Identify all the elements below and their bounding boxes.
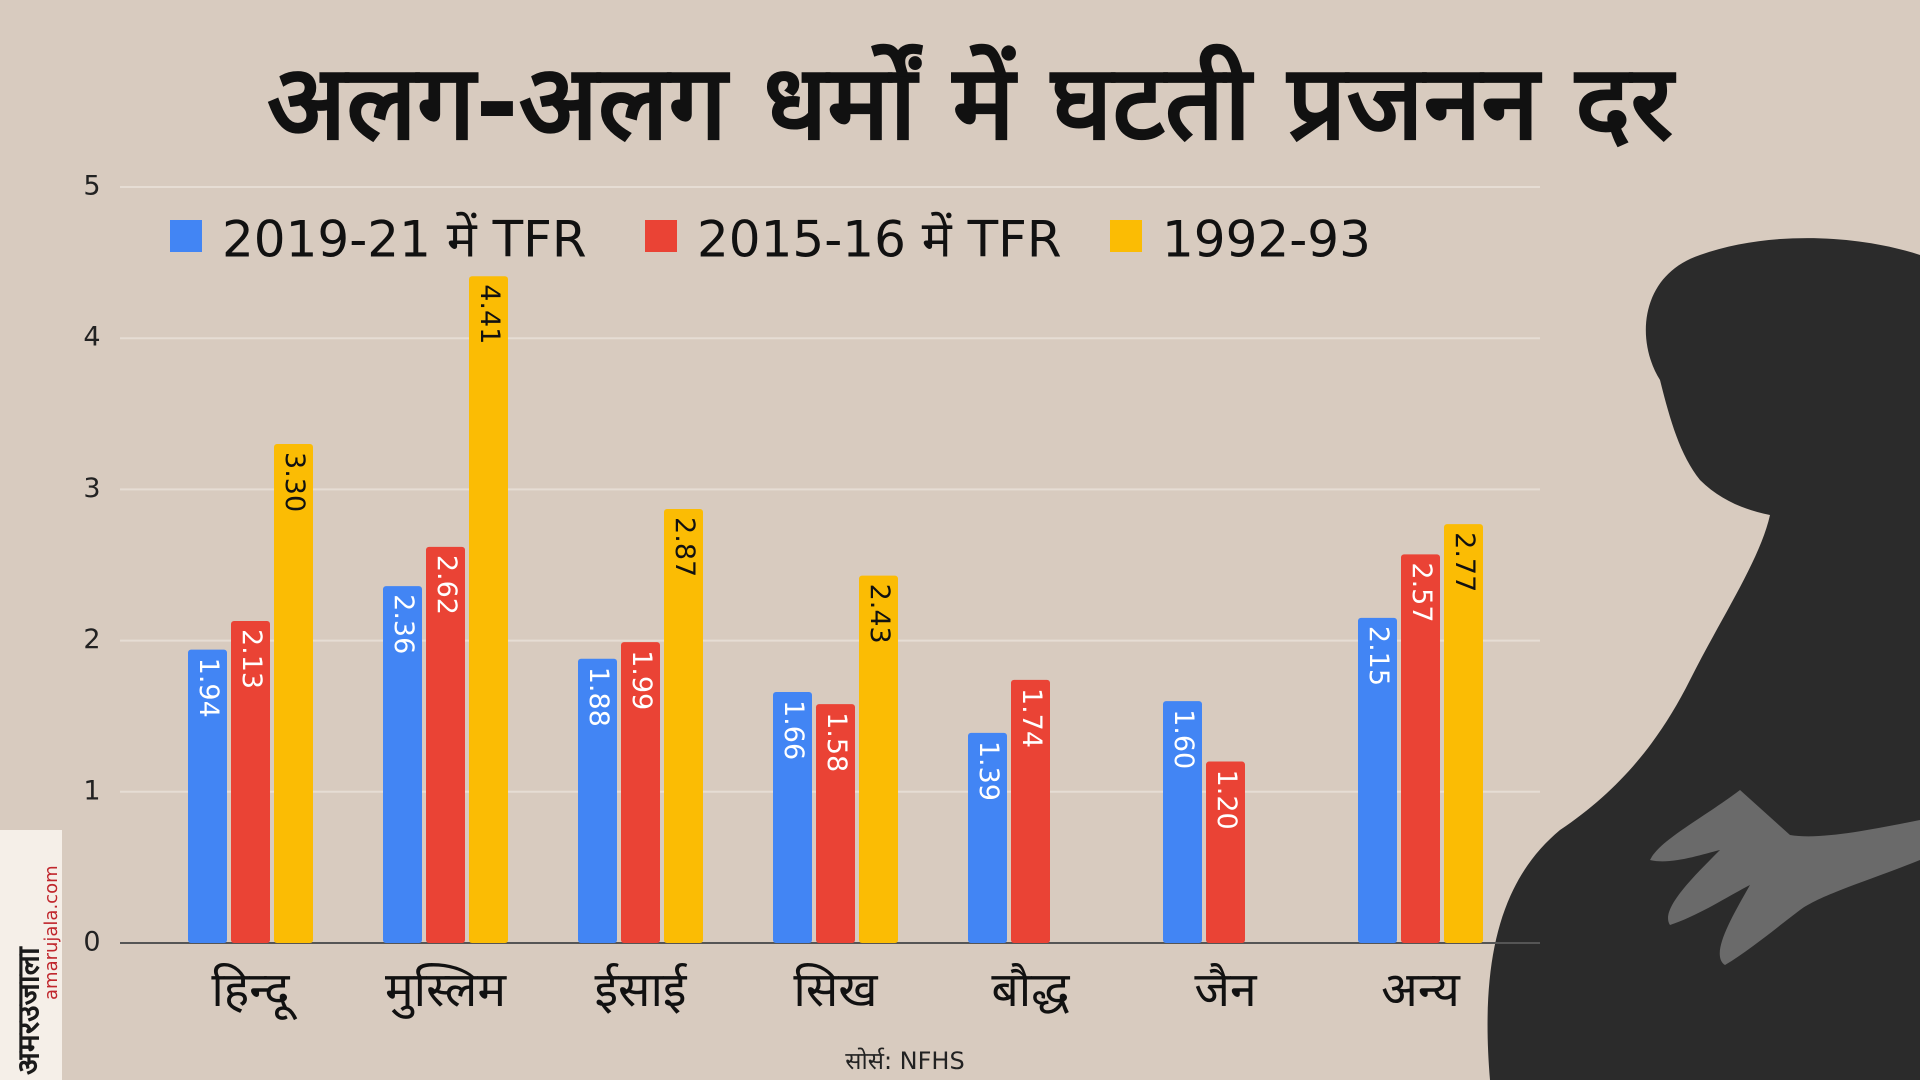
bar bbox=[188, 649, 227, 943]
logo-text: अमरउजाला bbox=[12, 946, 47, 1075]
value-label: 1.94 bbox=[193, 658, 224, 718]
x-tick-label: अन्य bbox=[1381, 962, 1461, 1018]
value-label: 1.66 bbox=[778, 700, 809, 760]
bar bbox=[1206, 761, 1245, 943]
bar bbox=[1011, 679, 1050, 943]
legend-label: 2019-21 में TFR bbox=[222, 211, 587, 269]
logo-url: amarujala.com bbox=[41, 865, 62, 1000]
bar bbox=[664, 509, 703, 943]
y-tick-label: 3 bbox=[83, 473, 100, 504]
bar bbox=[816, 704, 855, 943]
bar bbox=[578, 658, 617, 943]
bar bbox=[1444, 524, 1483, 943]
x-tick-label: ईसाई bbox=[594, 962, 687, 1018]
x-tick-label: मुस्लिम bbox=[385, 962, 507, 1019]
source: सोर्स: NFHS bbox=[845, 1047, 964, 1075]
value-label: 2.57 bbox=[1406, 562, 1437, 622]
value-label: 2.36 bbox=[388, 594, 419, 654]
y-tick-label: 5 bbox=[83, 171, 100, 202]
x-tick-label: सिख bbox=[793, 962, 878, 1018]
legend-label: 2015-16 में TFR bbox=[697, 211, 1062, 269]
legend-swatch bbox=[1110, 220, 1142, 252]
value-label: 1.39 bbox=[973, 741, 1004, 801]
bar bbox=[773, 692, 812, 943]
bar bbox=[1163, 701, 1202, 943]
value-label: 2.77 bbox=[1449, 532, 1480, 592]
bar bbox=[859, 575, 898, 943]
x-tick-label: बौद्ध bbox=[991, 962, 1070, 1018]
value-label: 2.87 bbox=[669, 517, 700, 577]
value-label: 2.43 bbox=[864, 584, 895, 644]
bar bbox=[426, 546, 465, 943]
value-label: 1.74 bbox=[1016, 688, 1047, 748]
value-label: 1.60 bbox=[1168, 709, 1199, 769]
chart-title: अलग-अलग धर्मों में घटती प्रजनन दर bbox=[267, 41, 1677, 163]
bar bbox=[469, 276, 508, 943]
bar bbox=[383, 586, 422, 943]
bar bbox=[1401, 554, 1440, 943]
bar bbox=[231, 620, 270, 943]
y-tick-label: 1 bbox=[83, 775, 100, 806]
value-label: 1.88 bbox=[583, 667, 614, 727]
value-label: 2.15 bbox=[1363, 626, 1394, 686]
hand bbox=[1650, 790, 1920, 965]
legend-swatch bbox=[645, 220, 677, 252]
bar bbox=[968, 732, 1007, 943]
value-label: 1.99 bbox=[626, 650, 657, 710]
bar bbox=[274, 444, 313, 943]
legend-label: 1992-93 bbox=[1162, 211, 1371, 269]
value-label: 1.58 bbox=[821, 712, 852, 772]
x-tick-label: हिन्दू bbox=[211, 962, 298, 1021]
legend-swatch bbox=[170, 220, 202, 252]
y-tick-label: 0 bbox=[83, 927, 100, 958]
value-label: 1.20 bbox=[1211, 770, 1242, 830]
value-label: 2.62 bbox=[431, 555, 462, 615]
logo-box bbox=[0, 830, 62, 1080]
bar bbox=[1358, 617, 1397, 943]
value-label: 4.41 bbox=[474, 284, 505, 344]
y-tick-label: 2 bbox=[83, 624, 100, 655]
bar bbox=[621, 642, 660, 943]
value-label: 3.30 bbox=[279, 452, 310, 512]
x-tick-label: जैन bbox=[1194, 962, 1258, 1018]
value-label: 2.13 bbox=[236, 629, 267, 689]
y-tick-label: 4 bbox=[83, 322, 100, 353]
